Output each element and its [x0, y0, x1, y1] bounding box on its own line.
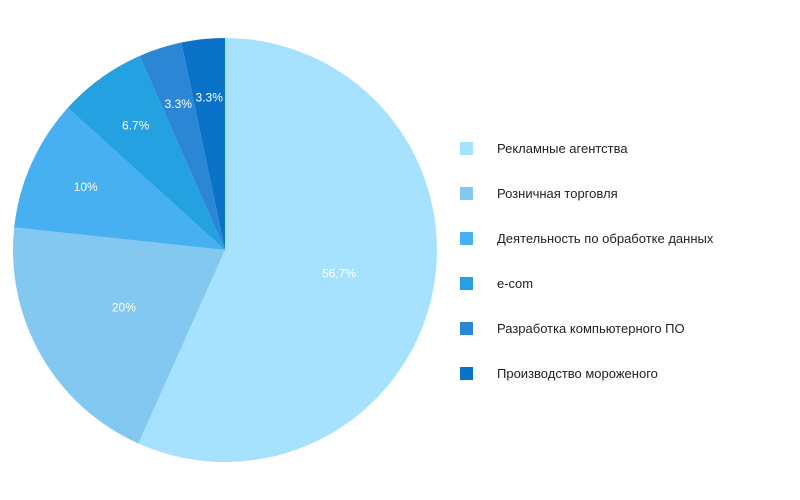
- slice-label-5: 3.3%: [165, 97, 193, 111]
- legend-label-3: Деятельность по обработке данных: [497, 231, 714, 246]
- pie-slice-4: [67, 55, 225, 250]
- legend-swatch-1: [460, 142, 473, 155]
- slice-label-6: 3.3%: [196, 90, 224, 104]
- legend-item-4: e-com: [460, 261, 713, 306]
- legend-swatch-3: [460, 232, 473, 245]
- legend-item-3: Деятельность по обработке данных: [460, 216, 713, 261]
- slice-label-1: 56,7%: [322, 267, 356, 281]
- legend-swatch-6: [460, 367, 473, 380]
- pie-slice-6: [181, 38, 225, 250]
- legend-swatch-5: [460, 322, 473, 335]
- legend-label-1: Рекламные агентства: [497, 141, 628, 156]
- legend-item-5: Разработка компьютерного ПО: [460, 306, 713, 351]
- legend: Рекламные агентства Розничная торговля Дея…: [460, 126, 713, 396]
- legend-label-4: e-com: [497, 276, 534, 291]
- legend-item-1: Рекламные агентства: [460, 126, 713, 171]
- slice-label-4: 6.7%: [122, 118, 150, 132]
- legend-item-2: Розничная торговля: [460, 171, 713, 216]
- legend-label-2: Розничная торговля: [497, 186, 618, 201]
- pie-slice-5: [139, 42, 225, 250]
- slice-label-2: 20%: [112, 300, 136, 314]
- pie-slice-3: [14, 107, 225, 250]
- legend-swatch-4: [460, 277, 473, 290]
- legend-label-6: Производство мороженого: [497, 366, 658, 381]
- pie-slice-1: [138, 38, 438, 462]
- slice-label-3: 10%: [74, 180, 98, 194]
- legend-item-6: Производство мороженого: [460, 351, 713, 396]
- pie-slice-2: [13, 227, 225, 444]
- legend-swatch-2: [460, 187, 473, 200]
- legend-label-5: Разработка компьютерного ПО: [497, 321, 685, 336]
